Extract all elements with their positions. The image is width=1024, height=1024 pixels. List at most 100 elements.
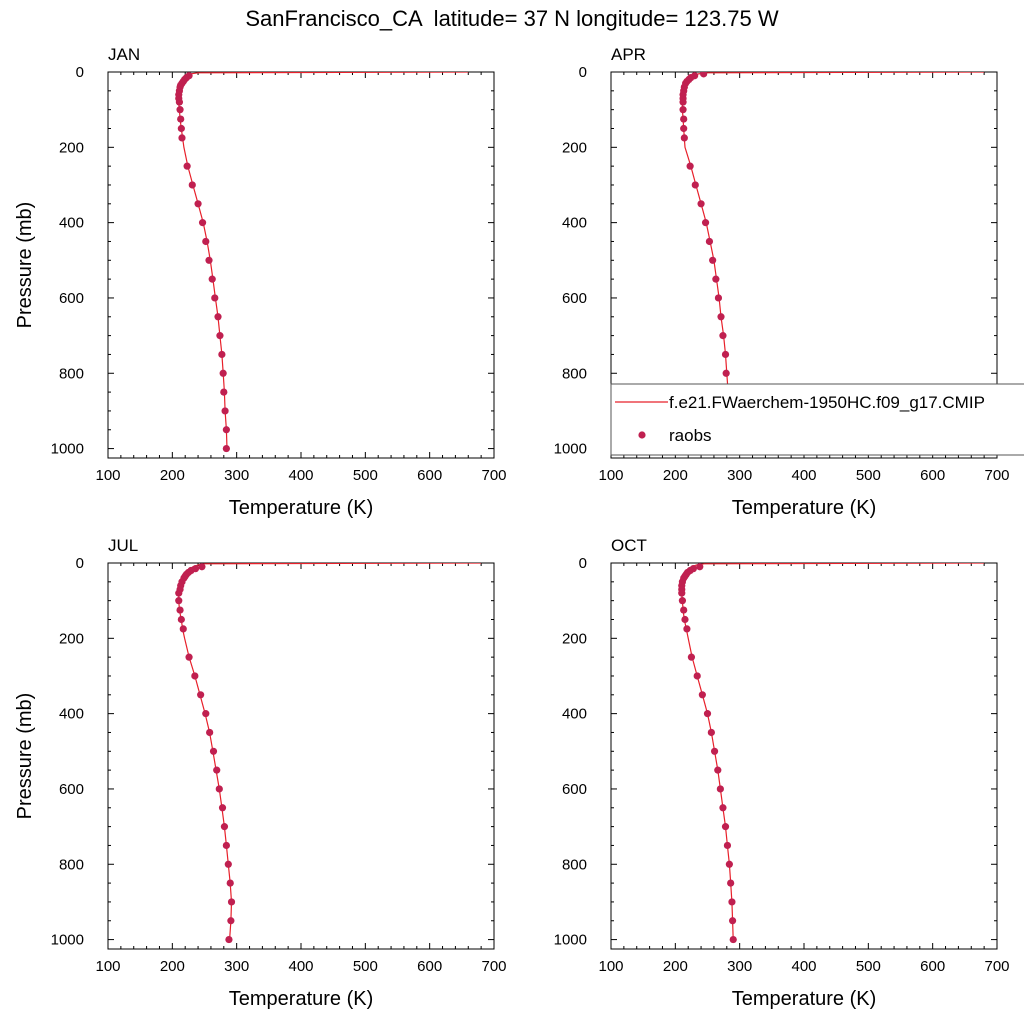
x-axis-title: Temperature (K) (732, 988, 877, 1010)
x-tick-label: 700 (481, 958, 506, 975)
raobs-point (177, 615, 185, 624)
y-tick-label: 400 (562, 215, 587, 232)
panel-apr: 100 200 300 400 500 600 700 0 200 400 600 800 1000 AP… (554, 45, 1010, 519)
y-tick-label: 0 (76, 555, 84, 572)
raobs-point (219, 369, 227, 377)
raobs-point (721, 823, 730, 831)
raobs-point (188, 181, 196, 189)
raobs-point (227, 898, 236, 906)
raobs-point (209, 747, 218, 755)
legend-label-model: f.e21.FWaerchem-1950HC.f09_g17.CMIP (669, 393, 985, 412)
raobs-point (678, 597, 687, 605)
data-layer (678, 563, 985, 944)
raobs-point (714, 766, 722, 774)
y-tick-label: 400 (59, 215, 84, 232)
raobs-point (226, 879, 234, 887)
raobs-point (693, 672, 701, 680)
raobs-point (701, 219, 710, 227)
raobs-point (679, 106, 687, 114)
raobs-point (214, 313, 222, 321)
plot-frame (610, 562, 998, 950)
raobs-point (224, 860, 232, 868)
raobs-point (197, 691, 205, 699)
plot-frame (107, 562, 495, 950)
raobs-point (222, 444, 230, 453)
x-tick-label: 300 (224, 958, 249, 975)
raobs-point (208, 275, 216, 283)
y-tick-label: 0 (579, 555, 587, 572)
raobs-point (678, 589, 686, 597)
raobs-point (177, 115, 185, 123)
raobs-point (198, 219, 207, 227)
x-axis-title: Temperature (K) (229, 497, 374, 519)
x-tick-label: 200 (160, 958, 185, 975)
raobs-point (225, 935, 233, 944)
raobs-point (178, 134, 186, 142)
panel-oct: 100 200 300 400 500 600 700 0 200 400 600 800 1000 OC… (554, 536, 1010, 1010)
raobs-point (185, 653, 193, 661)
raobs-point (683, 625, 691, 633)
x-tick-label: 200 (663, 958, 688, 975)
raobs-point (696, 563, 704, 571)
data-layer (679, 72, 985, 453)
raobs-point (215, 785, 223, 793)
raobs-point (202, 237, 210, 246)
x-tick-label: 700 (984, 467, 1009, 484)
data-layer (175, 72, 469, 453)
y-tick-label: 800 (59, 365, 84, 382)
raobs-point (216, 332, 224, 340)
raobs-point (727, 879, 735, 887)
y-tick-label: 1000 (554, 932, 587, 949)
raobs-point (710, 747, 719, 755)
x-tick-label: 400 (791, 467, 816, 484)
raobs-point (723, 841, 732, 850)
raobs-point (714, 294, 723, 302)
plot-frame (107, 71, 495, 459)
raobs-point (227, 917, 235, 925)
raobs-point (705, 237, 714, 246)
raobs-point (198, 563, 206, 571)
raobs-point (707, 728, 715, 737)
y-tick-label: 600 (59, 781, 84, 798)
x-tick-label: 100 (95, 958, 120, 975)
y-tick-label: 200 (562, 630, 587, 647)
raobs-point (728, 898, 736, 906)
y-tick-label: 1000 (554, 441, 587, 458)
y-tick-label: 200 (562, 139, 587, 156)
x-axis-title: Temperature (K) (229, 988, 374, 1010)
x-tick-label: 200 (160, 467, 185, 484)
x-tick-label: 600 (417, 467, 442, 484)
raobs-point (712, 275, 720, 283)
panel-title: JAN (108, 45, 140, 64)
raobs-point (183, 162, 191, 170)
raobs-point (176, 106, 184, 114)
raobs-point (725, 860, 733, 868)
raobs-point (719, 804, 727, 812)
x-tick-label: 500 (353, 958, 378, 975)
y-tick-label: 600 (562, 290, 587, 307)
x-tick-label: 300 (727, 958, 752, 975)
raobs-point (697, 200, 705, 208)
panel-title: OCT (611, 536, 647, 555)
raobs-point (191, 672, 199, 680)
raobs-point (729, 935, 737, 944)
raobs-point (686, 162, 694, 170)
y-tick-label: 800 (562, 365, 587, 382)
raobs-point (709, 256, 717, 264)
y-tick-label: 1000 (51, 932, 84, 949)
x-tick-label: 100 (598, 467, 623, 484)
x-tick-label: 600 (417, 958, 442, 975)
raobs-point (218, 350, 226, 359)
raobs-point (698, 691, 706, 699)
legend-label-raobs: raobs (669, 426, 712, 445)
raobs-point (179, 625, 187, 633)
y-tick-label: 200 (59, 630, 84, 647)
raobs-point (221, 407, 229, 415)
raobs-point (213, 766, 221, 774)
x-tick-label: 600 (920, 467, 945, 484)
panel-jan: 100 200 300 400 500 600 700 0 200 400 600 800 1000 JA… (14, 45, 507, 519)
x-tick-label: 500 (353, 467, 378, 484)
raobs-point (211, 294, 219, 302)
